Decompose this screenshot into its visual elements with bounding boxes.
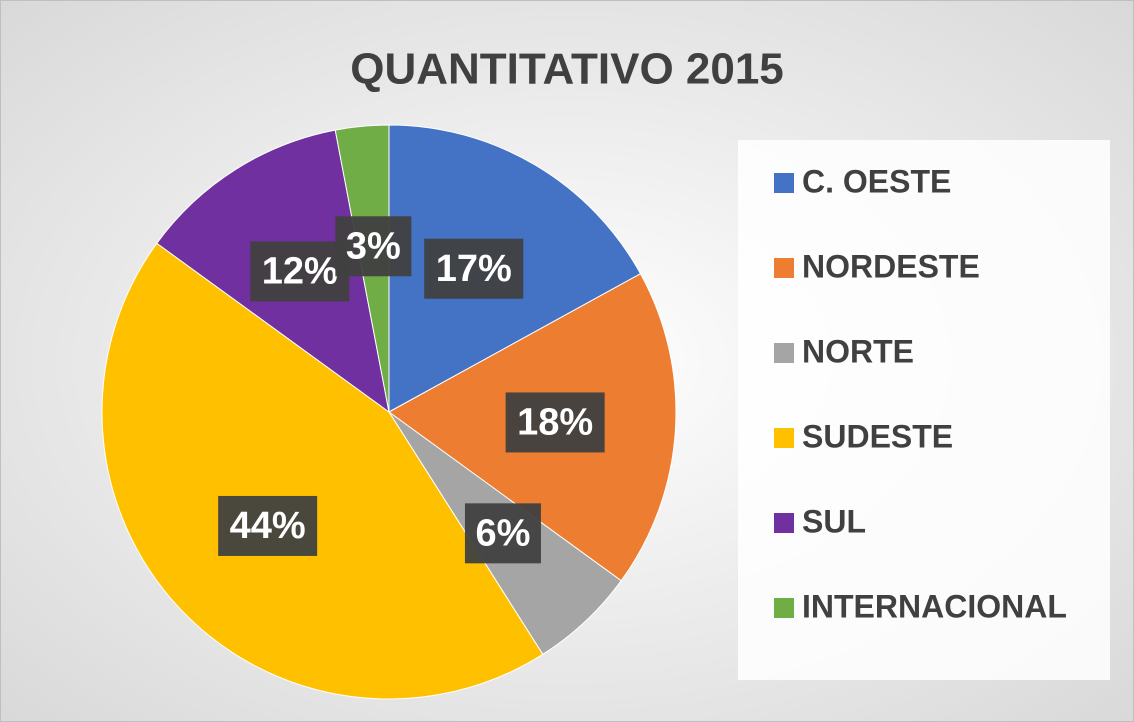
data-label: 17% bbox=[436, 248, 512, 290]
chart-title: QUANTITATIVO 2015 bbox=[350, 45, 784, 94]
data-label-box bbox=[424, 238, 524, 299]
legend-swatch bbox=[774, 598, 794, 618]
legend-swatch bbox=[774, 343, 794, 363]
legend-label: NORTE bbox=[802, 333, 914, 369]
data-label-box bbox=[505, 392, 605, 453]
legend-box bbox=[738, 140, 1110, 680]
data-label: 18% bbox=[517, 401, 593, 443]
data-label: 12% bbox=[262, 250, 338, 292]
legend-label: SUL bbox=[802, 503, 866, 539]
legend-swatch bbox=[774, 173, 794, 193]
data-label: 3% bbox=[346, 225, 401, 267]
legend-label: C. OESTE bbox=[802, 163, 951, 199]
legend-label: NORDESTE bbox=[802, 248, 980, 284]
data-label-box bbox=[218, 495, 318, 556]
legend-swatch bbox=[774, 258, 794, 278]
data-label-box bbox=[464, 503, 541, 564]
legend-swatch bbox=[774, 428, 794, 448]
legend-label: SUDESTE bbox=[802, 418, 953, 454]
legend-label: INTERNACIONAL bbox=[802, 588, 1067, 624]
data-label: 6% bbox=[475, 512, 530, 554]
data-label: 44% bbox=[230, 505, 306, 547]
pie-slice bbox=[101, 242, 544, 700]
data-label-box bbox=[335, 216, 412, 277]
data-label-box bbox=[250, 241, 350, 302]
legend-swatch bbox=[774, 513, 794, 533]
